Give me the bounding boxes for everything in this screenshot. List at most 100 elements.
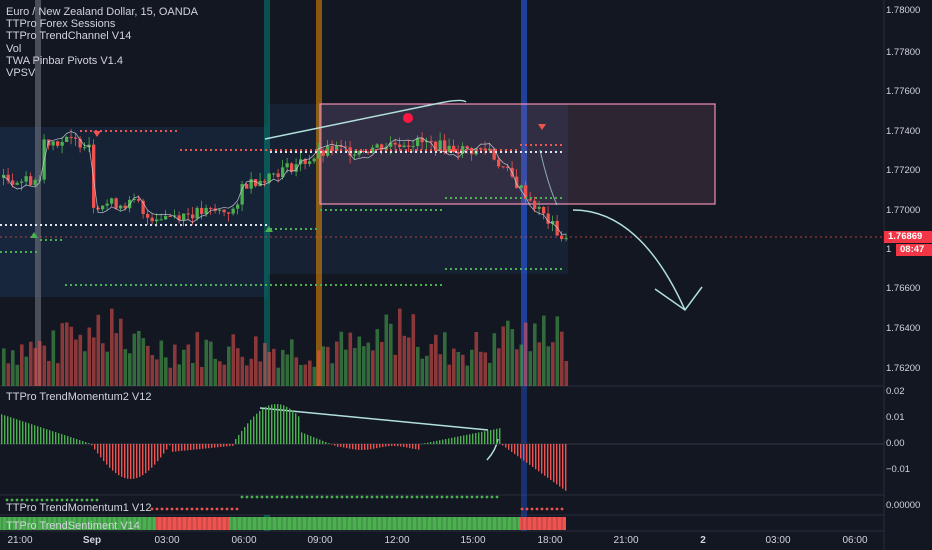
momentum1-dot — [375, 495, 379, 499]
momentum2-bar — [394, 444, 396, 447]
momentum1-dot — [15, 498, 19, 502]
momentum2-bar — [529, 444, 531, 465]
momentum2-bar — [256, 413, 258, 444]
candle-body — [380, 144, 384, 150]
volume-bar — [290, 339, 294, 386]
legend-pinbar-pivots[interactable]: TWA Pinbar Pivots V1.4 — [6, 54, 123, 67]
momentum2-bar — [520, 444, 522, 459]
momentum2-bar — [526, 444, 528, 463]
legend-trend-channel[interactable]: TTPro TrendChannel V14 — [6, 30, 132, 43]
time-tick: 12:00 — [384, 535, 410, 546]
volume-bar — [56, 363, 60, 386]
price-tick-stub: 1 — [886, 244, 892, 255]
momentum1-dot — [40, 498, 44, 502]
volume-bar — [510, 329, 515, 386]
candle-body — [101, 205, 105, 210]
momentum2-bar — [346, 444, 348, 449]
legend-vpsv[interactable]: VPSV — [6, 67, 36, 80]
volume-bar — [128, 353, 132, 386]
candle-body — [74, 137, 78, 139]
momentum1-dot — [75, 498, 79, 502]
momentum2-bar — [433, 441, 435, 444]
user-drawings[interactable] — [259, 99, 703, 461]
momentum1-dot — [210, 507, 214, 511]
volume-bar — [164, 357, 168, 386]
momentum2-bar — [544, 444, 546, 476]
sentiment-bear-segment — [520, 517, 566, 530]
candle-body — [258, 180, 262, 187]
momentum2-bar — [298, 416, 300, 444]
momentum1-dot — [315, 495, 319, 499]
momentum2-bar — [472, 433, 474, 444]
momentum1-dot — [95, 498, 99, 502]
momentum1-dot — [265, 495, 269, 499]
volume-bar — [69, 326, 74, 386]
momentum2-pane-title[interactable]: TTPro TrendMomentum2 V12 — [6, 391, 152, 403]
candle-body — [560, 235, 564, 239]
momentum2-bar — [31, 424, 33, 444]
volume-bar — [78, 334, 83, 386]
pivot-low-marker — [265, 226, 273, 232]
volume-bar — [132, 333, 137, 386]
momentum2-bar — [184, 444, 186, 451]
momentum2-bar — [469, 434, 471, 444]
volume-bar — [546, 346, 551, 386]
momentum1-dot — [180, 507, 184, 511]
momentum1-dot — [160, 507, 164, 511]
momentum2-bar — [316, 438, 318, 444]
momentum2-bar — [244, 427, 246, 444]
momentum2-bar — [127, 444, 129, 479]
candle-body — [240, 184, 244, 205]
momentum1-dot — [55, 498, 59, 502]
volume-bar — [209, 341, 213, 386]
bar-countdown-label: 08:47 — [896, 244, 932, 256]
legend-vol[interactable]: Vol — [6, 42, 22, 55]
volume-bar — [222, 364, 227, 386]
drawn-curve — [539, 149, 558, 206]
momentum2-bar — [118, 444, 120, 476]
momentum1-pane-title[interactable]: TTPro TrendMomentum1 V12 — [6, 502, 152, 514]
candle-body — [195, 207, 199, 219]
momentum1-dot — [480, 495, 484, 499]
momentum1-dot — [85, 498, 89, 502]
candle-body — [65, 136, 69, 142]
momentum2-bar — [187, 444, 189, 451]
momentum1-dot — [450, 495, 454, 499]
momentum2-bar — [205, 444, 207, 449]
candle-body — [497, 159, 501, 167]
candle-body — [78, 138, 82, 148]
momentum1-dot — [410, 495, 414, 499]
momentum2-bar — [106, 444, 108, 465]
candle-body — [285, 163, 289, 168]
volume-bar — [438, 354, 443, 386]
candle-body — [119, 205, 123, 209]
momentum1-dot — [370, 495, 374, 499]
momentum2-bar — [211, 444, 213, 448]
momentum2-bar — [91, 444, 93, 446]
candle-body — [146, 213, 150, 218]
momentum1-dot — [275, 495, 279, 499]
momentum2-bar — [508, 444, 510, 450]
candle-body — [335, 145, 339, 152]
momentum1-dot — [380, 495, 384, 499]
time-tick: 09:00 — [307, 535, 333, 546]
momentum2-bar — [313, 437, 315, 444]
volume-bar — [249, 358, 254, 386]
momentum2-bar — [220, 444, 222, 447]
volume-bar — [195, 332, 200, 386]
momentum2-bar — [376, 444, 378, 449]
candle-body — [186, 213, 190, 215]
momentum1-dot — [230, 507, 234, 511]
sentiment-pane-title[interactable]: TTPro TrendSentiment V14 — [6, 520, 140, 532]
momentum1-dot — [45, 498, 49, 502]
price-tick: 1.76600 — [886, 283, 921, 294]
momentum2-bar — [253, 416, 255, 444]
momentum1-dot — [545, 507, 549, 511]
symbol-title[interactable]: Euro / New Zealand Dollar, 15, OANDA — [6, 6, 198, 18]
momentum2-bar — [280, 404, 282, 444]
momentum1-dot — [335, 495, 339, 499]
legend-forex-sessions[interactable]: TTPro Forex Sessions — [6, 18, 116, 31]
momentum2-bar — [265, 406, 267, 444]
momentum1-dot — [395, 495, 399, 499]
